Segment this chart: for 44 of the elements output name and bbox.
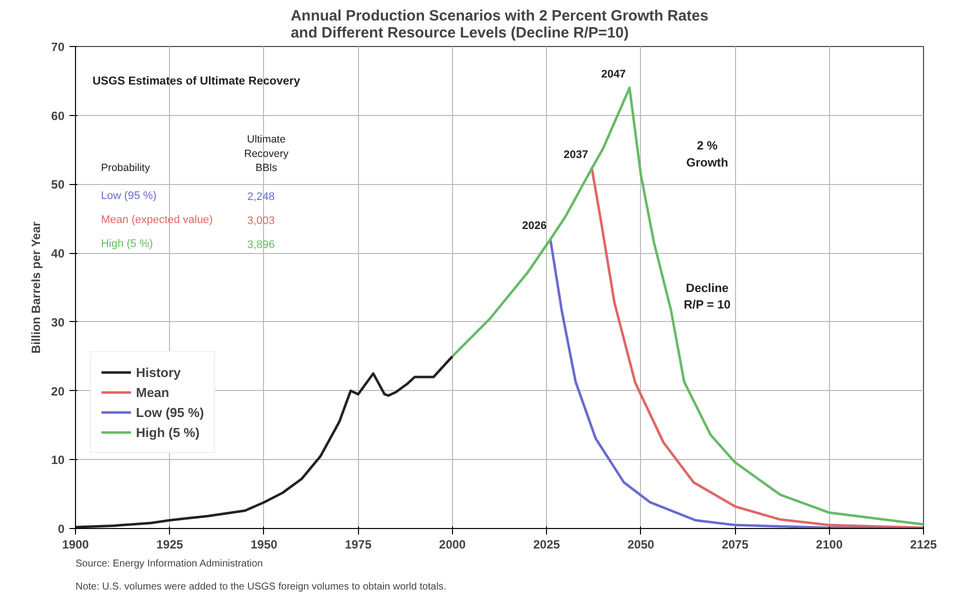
y-tick-label: 0 bbox=[58, 522, 65, 536]
y-tick-label: 20 bbox=[51, 384, 65, 398]
x-tick-label: 2075 bbox=[722, 538, 749, 552]
x-tick-label: 2000 bbox=[439, 538, 466, 552]
line-series bbox=[451, 86, 924, 526]
line-series bbox=[549, 238, 924, 528]
y-tick-label: 10 bbox=[51, 453, 65, 468]
line-series bbox=[590, 167, 924, 528]
annotation: Low (95 %) bbox=[100, 190, 157, 202]
y-axis-title: Billion Barrels per Year bbox=[29, 221, 44, 354]
annotation: Mean (expected value) bbox=[100, 214, 213, 226]
y-tick-label: 50 bbox=[51, 178, 65, 192]
annotation: 2 % Growth bbox=[686, 138, 728, 170]
annotation: 2026 bbox=[522, 220, 547, 232]
x-tick-label: 2100 bbox=[816, 538, 843, 552]
x-tick-label: 2050 bbox=[627, 538, 655, 552]
annotation: 2047 bbox=[601, 68, 626, 80]
chart-title: Annual Production Scenarios with 2 Percent Growth Rates and Different Resource Levels (Decline R/P=10) bbox=[290, 8, 708, 42]
y-tick-label: 60 bbox=[51, 108, 65, 123]
x-tick-label: 1975 bbox=[344, 538, 372, 552]
y-tick-label: 40 bbox=[51, 246, 65, 261]
annotation: Ultimate Recovery BBls bbox=[244, 133, 290, 174]
x-tick-label: 2125 bbox=[910, 538, 938, 552]
annotation: USGS Estimates of Ultimate Recovery bbox=[92, 75, 301, 88]
annotation: Decline R/P = 10 bbox=[684, 280, 731, 312]
annotation: High (5 %) bbox=[100, 238, 153, 250]
source-note: Source: Energy Information Administration bbox=[76, 558, 263, 570]
legend-label: Low (95 %) bbox=[136, 404, 204, 420]
x-tick-label: 2025 bbox=[533, 538, 560, 552]
line-series bbox=[76, 355, 454, 528]
annotation: 3,003 bbox=[247, 215, 275, 228]
y-tick-label: 30 bbox=[51, 315, 65, 330]
annotation: 3,896 bbox=[247, 239, 275, 252]
text: Note: U.S. volumes were added to the USGS foreign volumes to obtain world totals. bbox=[76, 582, 446, 592]
annotation: 2037 bbox=[564, 149, 588, 162]
y-tick-label: 70 bbox=[51, 40, 65, 54]
annotation: 2,248 bbox=[247, 190, 275, 203]
legend-label: Mean bbox=[136, 384, 170, 400]
x-tick-label: 1900 bbox=[62, 538, 90, 552]
x-tick-label: 1925 bbox=[156, 538, 184, 552]
annotation: Probability bbox=[100, 162, 151, 174]
x-tick-label: 1950 bbox=[250, 538, 278, 552]
legend-label: History bbox=[136, 364, 181, 380]
legend-label: High (5 %) bbox=[136, 424, 200, 440]
